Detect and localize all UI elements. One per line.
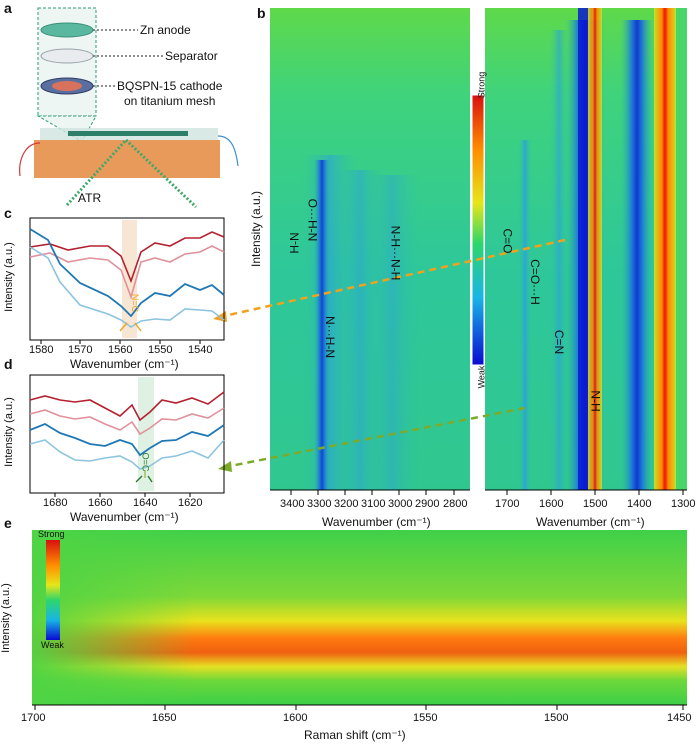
- tick-b-1300: 1300: [671, 498, 696, 510]
- tick-c-1560: 1560: [108, 344, 133, 356]
- label-zn-anode: Zn anode: [140, 23, 191, 37]
- tick-e-1650: 1650: [152, 712, 177, 724]
- tick-b-1600: 1600: [539, 498, 564, 510]
- tick-b-2800: 2800: [443, 498, 468, 510]
- panel-c-chart: [29, 217, 225, 344]
- tick-e-1550: 1550: [413, 712, 438, 724]
- tick-b-3000: 3000: [388, 498, 413, 510]
- tick-e-1600: 1600: [283, 712, 308, 724]
- series-d-3: [29, 439, 225, 470]
- panel-letter-c: c: [4, 205, 12, 221]
- tick-e-1450: 1450: [667, 712, 692, 724]
- panel-d-xlabel: Wavenumber (cm⁻¹): [70, 510, 179, 524]
- series-d-1: [29, 407, 225, 436]
- colorbar-e: [46, 540, 60, 640]
- tick-e-1700: 1700: [21, 712, 46, 724]
- tick-c-1550: 1550: [148, 344, 173, 356]
- tick-d-1680: 1680: [43, 497, 68, 509]
- label-atr: ATR: [78, 191, 102, 205]
- panel-d-chart: [29, 374, 225, 497]
- tick-b-3100: 3100: [361, 498, 386, 510]
- tick-b-3200: 3200: [334, 498, 359, 510]
- panel-letter-e: e: [4, 515, 12, 531]
- panel-e-xlabel: Raman shift (cm⁻¹): [304, 728, 406, 742]
- label-cathode: BQSPN-15 cathode: [117, 79, 223, 93]
- tick-d-1660: 1660: [88, 497, 113, 509]
- green-arrow: [219, 406, 526, 470]
- label-titanium-mesh: on titanium mesh: [124, 94, 216, 108]
- series-c-1: [29, 245, 225, 300]
- panel-letter-b: b: [257, 5, 266, 21]
- tick-c-1570: 1570: [68, 344, 93, 356]
- tick-c-1540: 1540: [188, 344, 213, 356]
- series-c-0: [29, 231, 225, 284]
- panel-letter-d: d: [4, 356, 13, 372]
- series-c-2: [29, 228, 225, 318]
- colorbar-e-weak: Weak: [41, 640, 64, 650]
- panel-e-ylabel: Intensity (a.u.): [0, 583, 12, 653]
- cell-stack: [68, 131, 188, 136]
- panel-b-heatmaps: [213, 8, 687, 495]
- colorbar-b: [471, 94, 485, 366]
- panel-a-schematic: [19, 7, 239, 209]
- series-d-2: [29, 422, 225, 457]
- atr-crystal: [34, 140, 220, 178]
- panel-c-xlabel: Wavenumber (cm⁻¹): [70, 357, 179, 371]
- tick-b-2900: 2900: [415, 498, 440, 510]
- panel-b-left-xlabel: Wavenumber (cm⁻¹): [322, 515, 431, 529]
- tick-b-3300: 3300: [307, 498, 332, 510]
- tick-c-1580: 1580: [29, 344, 54, 356]
- tick-d-1620: 1620: [178, 497, 203, 509]
- tick-b-3400: 3400: [280, 498, 305, 510]
- series-d-0: [29, 391, 225, 422]
- tick-b-1700: 1700: [495, 498, 520, 510]
- panel-b-right-xlabel: Wavenumber (cm⁻¹): [536, 515, 645, 529]
- panel-letter-a: a: [4, 0, 12, 16]
- tick-e-1500: 1500: [544, 712, 569, 724]
- tick-d-1640: 1640: [133, 497, 158, 509]
- label-separator: Separator: [165, 49, 218, 63]
- tick-b-1500: 1500: [583, 498, 608, 510]
- colorbar-e-strong: Strong: [38, 529, 65, 539]
- highlight-d: [138, 377, 154, 491]
- tick-b-1400: 1400: [627, 498, 652, 510]
